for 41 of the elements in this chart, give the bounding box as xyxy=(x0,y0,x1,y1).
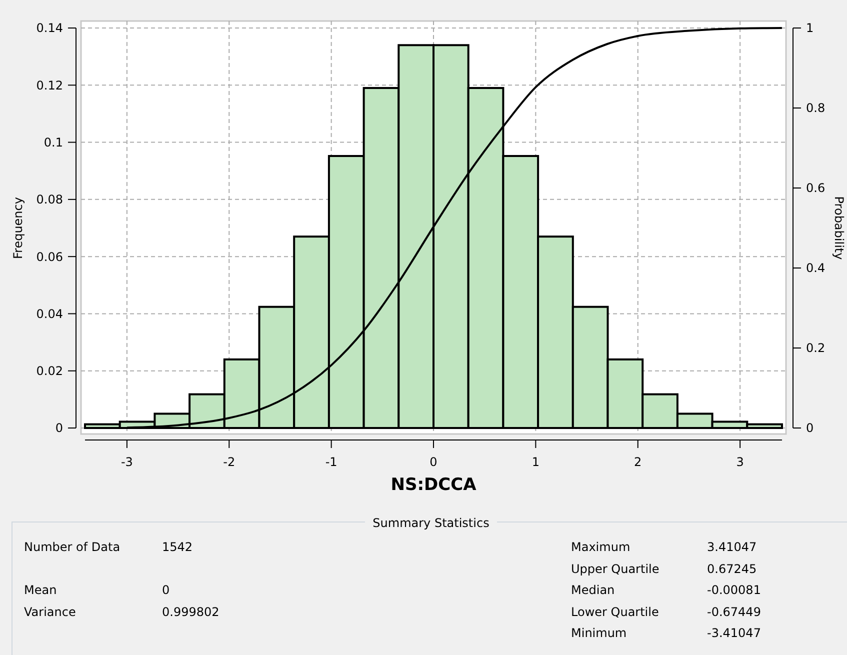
text: Summary Statistics xyxy=(372,516,490,530)
text: Lower Quartile xyxy=(571,605,659,619)
y-tick-label: 0 xyxy=(55,421,63,436)
text: -0.67449 xyxy=(707,605,761,619)
x-axis-title: NS:DCCA xyxy=(390,475,478,495)
text: 0 xyxy=(162,583,170,597)
text: Number of Data xyxy=(24,540,120,554)
y-tick-label: 0.1 xyxy=(44,135,63,150)
y2-tick-label: 0.8 xyxy=(806,101,826,116)
x-tick-label: 3 xyxy=(736,455,744,469)
text: 0.999802 xyxy=(162,605,220,619)
x-tick-label: -1 xyxy=(325,455,338,469)
text: Median xyxy=(571,583,615,597)
y-axis-title: Frequency xyxy=(11,197,25,259)
y-tick-label: 0.08 xyxy=(36,192,63,207)
y2-tick-label: 0.4 xyxy=(806,261,826,276)
text: Mean xyxy=(24,583,57,597)
text: -0.00081 xyxy=(707,583,761,597)
x-tick-label: -3 xyxy=(120,455,133,469)
text: Variance xyxy=(24,605,76,619)
x-tick-label: -2 xyxy=(223,455,236,469)
y-tick-label: 0.04 xyxy=(36,306,63,321)
y-tick-label: 0.12 xyxy=(36,78,63,92)
y-tick-label: 0.14 xyxy=(36,21,63,36)
y2-tick-label: 1 xyxy=(806,21,814,36)
text: Minimum xyxy=(571,626,627,640)
text: 3.41047 xyxy=(707,540,757,554)
y2-tick-label: 0 xyxy=(806,421,814,436)
text: -3.41047 xyxy=(707,626,761,640)
y2-tick-label: 0.6 xyxy=(806,181,826,196)
text: 1542 xyxy=(162,540,193,554)
x-tick-label: 0 xyxy=(430,455,438,469)
x-tick-label: 1 xyxy=(532,455,540,469)
text: 0.67245 xyxy=(707,562,757,576)
y-tick-label: 0.06 xyxy=(36,250,63,264)
y-tick-label: 0.02 xyxy=(36,364,63,378)
y2-axis-title: Probability xyxy=(832,196,846,260)
text: Upper Quartile xyxy=(571,562,660,576)
x-tick-label: 2 xyxy=(634,455,642,469)
text: Maximum xyxy=(571,540,630,554)
y2-tick-label: 0.2 xyxy=(806,341,826,356)
